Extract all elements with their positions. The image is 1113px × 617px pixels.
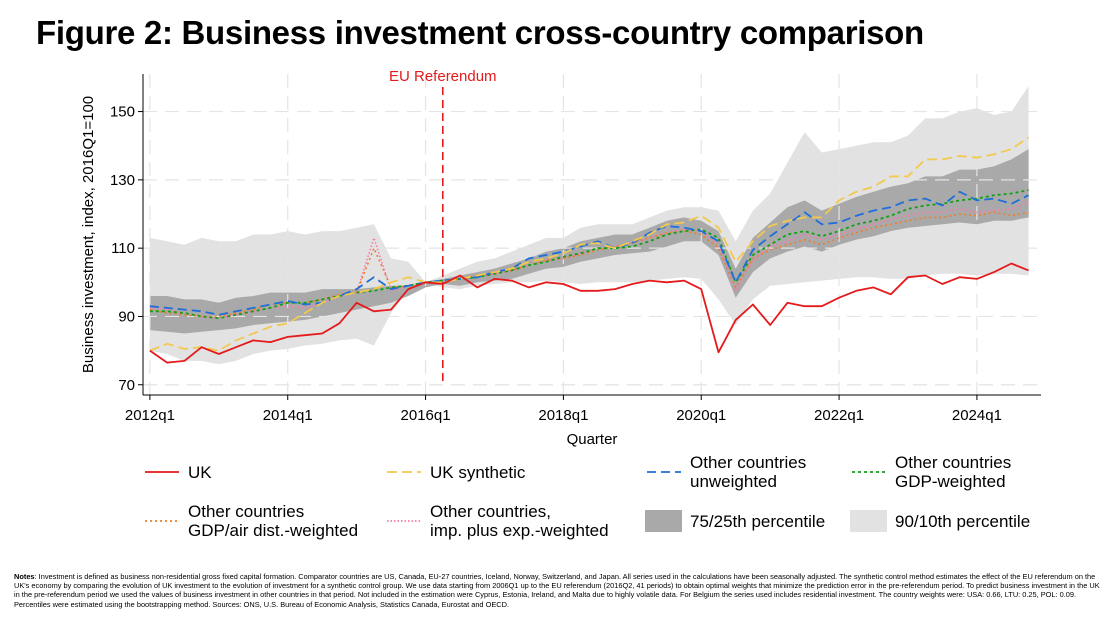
y-axis-label: Business investment, index, 2016Q1=100 (80, 96, 97, 373)
legend-label-line: GDP-weighted (895, 472, 1006, 491)
series-line-other-countries-imp-plus-exp-weighted (149, 201, 1029, 320)
series-lines (149, 136, 1030, 364)
notes-text: : Investment is defined as business non-… (14, 572, 1100, 609)
gridlines (143, 74, 1041, 395)
legend-label-line: Other countries (188, 502, 305, 521)
legend-label-line: 90/10th percentile (895, 511, 1031, 531)
axes: 70 90 110 130 150 2012q1 2014q1 2016q1 2018q1 202… (80, 74, 1041, 448)
legend-label-line: GDP/air dist.-weighted (188, 521, 359, 540)
series-line-uk (149, 262, 1029, 364)
y-tick-label-130: 130 (110, 172, 135, 189)
legend-label-line: Other countries (895, 453, 1012, 472)
legend-label-line: unweighted (690, 472, 777, 491)
notes: Notes: Investment is defined as business… (14, 572, 1102, 609)
legend-label-p90-10: 90/10th percentile (895, 512, 1030, 531)
x-tick-label-2012q1: 2012q1 (125, 407, 175, 424)
band-75-25th-percentile (149, 149, 1029, 334)
legend-label-uk-synthetic: UK synthetic (430, 463, 525, 482)
y-tick-label-90: 90 (118, 308, 135, 325)
series-line-uk-synthetic (149, 136, 1030, 352)
x-tick-label-2018q1: 2018q1 (538, 407, 588, 424)
legend-swatches (145, 471, 887, 532)
y-tick-label-110: 110 (111, 240, 135, 257)
series-line-other-countries-gdp-weighted (149, 189, 1029, 320)
legend-label-line: UK synthetic (430, 462, 526, 482)
legend-label-unweighted: Other countries unweighted (690, 453, 806, 491)
notes-label: Notes (14, 572, 35, 581)
series-line-other-countries-unweighted (149, 190, 1030, 316)
y-tick-label-70: 70 (118, 377, 135, 394)
referendum-annotation: EU Referendum (389, 68, 497, 385)
legend-label-line: UK (188, 462, 212, 482)
x-axis-label: Quarter (567, 431, 618, 448)
legend-swatch-p75-25 (645, 510, 682, 532)
legend-label-gdp-air: Other countries GDP/air dist.-weighted (188, 502, 358, 540)
legend-label-line: Other countries (690, 453, 807, 472)
legend-label-line: imp. plus exp.-weighted (430, 521, 609, 540)
x-tick-label-2024q1: 2024q1 (952, 407, 1002, 424)
x-tick-label-2016q1: 2016q1 (401, 407, 451, 424)
x-tick-label-2020q1: 2020q1 (676, 407, 726, 424)
legend-swatch-p90-10 (850, 510, 887, 532)
legend-label-line: 75/25th percentile (690, 511, 826, 531)
legend-label-line: Other countries, (430, 502, 551, 521)
legend-label-uk: UK (188, 463, 212, 482)
y-tick-label-150: 150 (110, 104, 135, 121)
series-line-other-countries-gdp-air-dist-weighted (149, 211, 1029, 318)
legend-label-p75-25: 75/25th percentile (690, 512, 825, 531)
x-tick-label-2022q1: 2022q1 (814, 407, 864, 424)
referendum-label: EU Referendum (389, 68, 497, 85)
percentile-bands (149, 86, 1029, 365)
legend-label-gdp-weighted: Other countries GDP-weighted (895, 453, 1011, 491)
legend-label-imp-exp: Other countries, imp. plus exp.-weighted (430, 502, 609, 540)
x-tick-label-2014q1: 2014q1 (263, 407, 313, 424)
chart-title: Figure 2: Business investment cross-coun… (36, 14, 924, 51)
